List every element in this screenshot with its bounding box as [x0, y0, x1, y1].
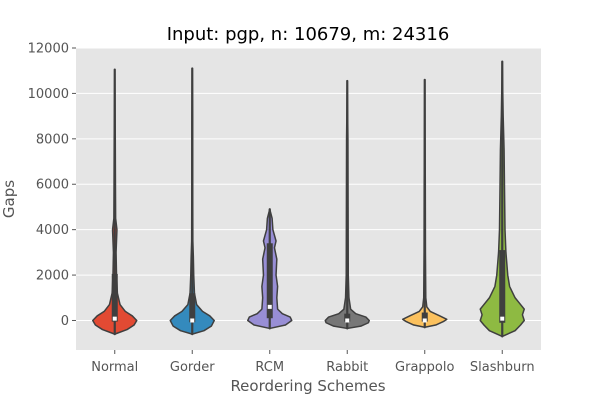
y-tick-label: 4000 [36, 223, 69, 238]
violin-grappolo [402, 78, 448, 329]
violin-iqr-box [111, 273, 118, 322]
violin-rabbit [324, 79, 370, 330]
violin-iqr-box [499, 250, 506, 323]
y-axis-label: Gaps [0, 180, 18, 218]
x-tick-label: RCM [255, 360, 284, 375]
y-tick-label: 0 [61, 314, 69, 329]
violins [92, 60, 525, 338]
x-tick-label: Rabbit [326, 360, 368, 375]
violin-median [500, 316, 505, 321]
chart-title: Input: pgp, n: 10679, m: 24316 [167, 24, 450, 45]
violin-rcm [247, 208, 293, 330]
y-tick-label: 12000 [28, 42, 69, 57]
x-tick-label: Grappolo [395, 360, 454, 375]
y-tick-label: 10000 [28, 87, 69, 102]
violin-gorder [169, 67, 215, 336]
violin-iqr-box [421, 312, 428, 322]
x-tick-label: Gorder [170, 360, 215, 375]
y-tick-label: 2000 [36, 269, 69, 284]
violin-slashburn [479, 60, 525, 338]
violin-normal [92, 68, 138, 336]
violin-median [190, 318, 195, 323]
x-tick-label: Normal [91, 360, 138, 375]
y-tick-label: 8000 [36, 132, 69, 147]
x-tick-label: Slashburn [470, 360, 535, 375]
violin-iqr-box [344, 313, 351, 322]
x-axis-ticks: Normal Gorder RCM Rabbit Grappolo Slashburn [91, 350, 535, 375]
violin-iqr-box [266, 243, 273, 319]
y-tick-label: 6000 [36, 178, 69, 193]
x-axis-label: Reordering Schemes [230, 377, 385, 395]
violin-median [345, 318, 350, 323]
violin-median [112, 316, 117, 321]
y-axis-ticks: 0 2000 4000 6000 8000 10000 12000 [28, 42, 76, 329]
violin-median [267, 304, 272, 309]
gridlines [76, 47, 541, 321]
plot-area [76, 48, 541, 350]
violin-median [422, 318, 427, 323]
violin-iqr-box [189, 293, 196, 323]
